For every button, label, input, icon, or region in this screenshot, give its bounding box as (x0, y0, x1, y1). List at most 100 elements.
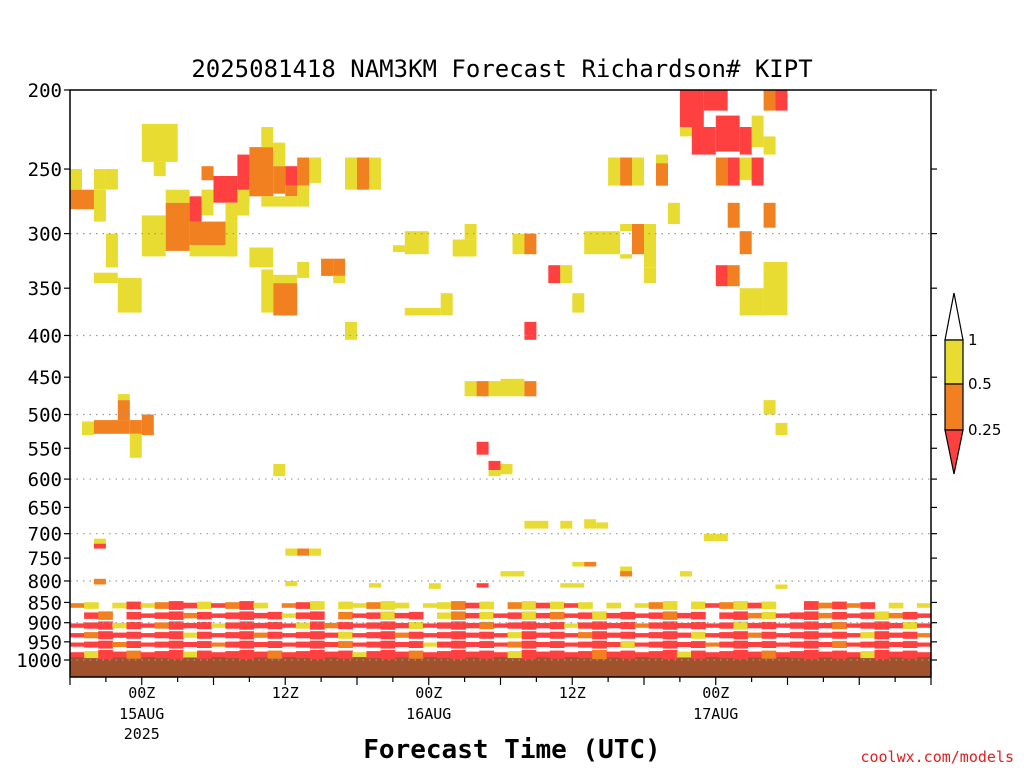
ri-cell (297, 157, 310, 186)
ri-cell-low (691, 650, 706, 659)
ri-cell-low (84, 622, 99, 629)
ri-cell-low (564, 613, 579, 618)
ri-cell-low (676, 632, 692, 638)
ri-cell-low (888, 602, 904, 609)
x-tick-label: 00Z (128, 684, 155, 702)
ri-cell-low (832, 650, 847, 659)
ri-cell (201, 189, 214, 216)
ri-cell-low (648, 651, 664, 659)
ri-cell-low (521, 640, 537, 649)
ri-cell (93, 420, 130, 434)
ri-cell-low (154, 641, 170, 648)
ri-cell-low (888, 651, 904, 658)
ri-cell-low (888, 622, 904, 629)
ri-cell-low (521, 611, 537, 620)
ri-cell-low (521, 601, 537, 610)
ri-cell-low (902, 641, 918, 648)
ri-cell-low (225, 612, 240, 619)
ri-cell (620, 254, 633, 259)
y-tick-label: 250 (28, 159, 62, 181)
ri-cell-low (818, 632, 833, 638)
ri-cell-low (98, 611, 113, 620)
ri-cell-low (479, 621, 494, 630)
ri-cell-low (874, 640, 890, 649)
ri-cell-low (733, 601, 749, 610)
ri-cell (560, 583, 585, 588)
ri-cell-low (804, 631, 819, 640)
ri-cell-low (380, 621, 396, 630)
ri-cell (608, 157, 621, 186)
ri-cell-low (507, 622, 523, 629)
ri-cell-low (902, 650, 918, 659)
ri-cell-low (916, 642, 931, 647)
colorbar-under (944, 429, 964, 475)
ri-cell-low (154, 612, 170, 619)
ri-cell-low (182, 612, 198, 619)
ri-cell (703, 90, 728, 111)
ri-cell-low (352, 642, 367, 647)
ri-cell (464, 381, 477, 397)
y-tick-label: 200 (28, 80, 62, 102)
y-tick-label: 850 (28, 592, 62, 614)
ri-cell-low (535, 612, 551, 619)
ri-cell-low (211, 613, 226, 618)
y-tick-label: 650 (28, 497, 62, 519)
ri-cell (93, 578, 106, 585)
ri-cell (129, 420, 142, 434)
ri-cell (572, 561, 585, 567)
ri-cell-low (606, 612, 622, 619)
credit-text: coolwx.com/models (860, 748, 1014, 766)
ri-cell-low (211, 652, 226, 658)
ri-cell-low (549, 621, 565, 630)
ri-cell-low (578, 602, 593, 609)
ri-cell (333, 275, 346, 284)
ri-cell-low (916, 633, 931, 638)
ri-cell-low (564, 603, 579, 608)
y-tick-label: 900 (28, 613, 62, 635)
y-tick-label: 400 (28, 325, 62, 347)
ri-cell-low (211, 642, 226, 647)
ri-cell-low (324, 651, 339, 658)
ri-cell (70, 189, 82, 210)
ri-cell-low (648, 632, 664, 639)
ri-cell (679, 90, 704, 127)
ri-cell (739, 231, 752, 255)
ri-cell-low (705, 652, 720, 658)
ri-cell-low (578, 632, 593, 639)
ri-cell-low (465, 632, 480, 638)
colorbar-label: 0.5 (968, 375, 992, 393)
ri-cell-low (818, 651, 833, 658)
y-tick-label: 600 (28, 469, 62, 491)
ri-cell (105, 169, 118, 190)
ri-cell (763, 261, 788, 316)
ri-cell-low (789, 622, 805, 629)
ri-cell-low (168, 611, 184, 620)
ri-cell-low (140, 623, 156, 628)
ri-cell-low (182, 602, 198, 609)
ri-cell (93, 189, 106, 222)
ri-cell (656, 161, 668, 186)
ri-cell-low (521, 621, 537, 630)
ri-cell-low (98, 650, 113, 660)
ri-cell-low (747, 642, 763, 648)
ri-cell-low (592, 650, 607, 660)
ri-cell-low (408, 621, 424, 630)
ri-cell-low (324, 642, 339, 648)
ri-cell-low (634, 633, 650, 638)
ri-cell-low (832, 621, 847, 630)
ri-cell-low (578, 612, 593, 619)
ri-cell-low (197, 641, 212, 648)
ri-cell-low (310, 650, 325, 660)
ri-cell-low (324, 632, 339, 638)
ri-cell-low (676, 622, 692, 629)
ri-cell-low (352, 603, 367, 608)
ri-cell-low (620, 611, 636, 620)
ri-cell (369, 157, 381, 190)
ri-cell-low (789, 641, 805, 648)
ri-cell-low (465, 612, 480, 619)
ri-cell (584, 561, 597, 567)
ri-cell-low (747, 651, 763, 658)
ri-cell-low (705, 623, 720, 628)
ri-cell (273, 464, 286, 477)
